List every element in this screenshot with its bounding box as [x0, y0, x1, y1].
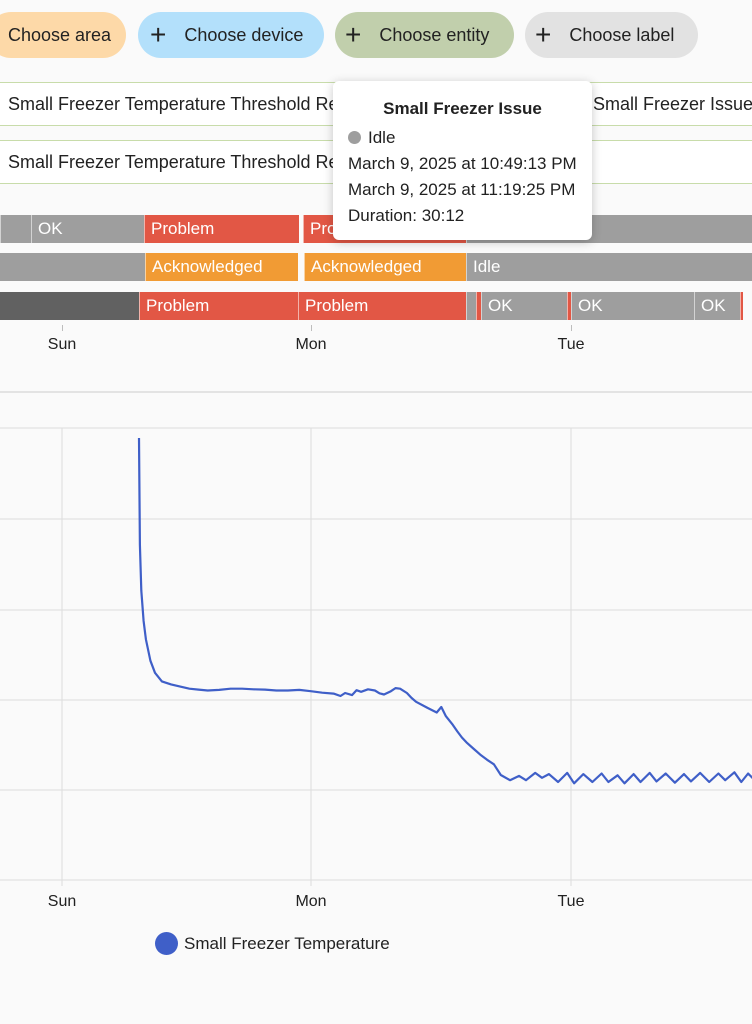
- entity-name[interactable]: Small Freezer Issue: [593, 94, 752, 114]
- plus-icon: +: [345, 19, 362, 50]
- series-line: [137, 437, 752, 785]
- timeline-segment[interactable]: [740, 292, 743, 320]
- plus-icon: +: [150, 19, 167, 50]
- timeline-segment[interactable]: Acknowledged: [145, 253, 298, 281]
- timeline-segment[interactable]: Idle: [466, 253, 752, 281]
- timeline-axis-label: Mon: [295, 336, 327, 353]
- tooltip-state-row: Idle: [348, 125, 577, 151]
- timeline-segment[interactable]: OK: [571, 292, 694, 320]
- timeline-segment[interactable]: [567, 292, 571, 320]
- choose-entity-chip[interactable]: + Choose entity: [335, 12, 514, 58]
- entity-name[interactable]: Small Freezer Temperature Threshold Reac…: [8, 152, 388, 172]
- timeline-axis-label: Sun: [47, 336, 77, 353]
- choose-device-chip[interactable]: + Choose device: [138, 12, 324, 58]
- timeline-tick: [62, 325, 63, 331]
- legend-label: Small Freezer Temperature: [184, 933, 390, 953]
- state-dot-icon: [348, 131, 361, 144]
- choose-area-chip[interactable]: Choose area: [0, 12, 126, 58]
- temperature-line-chart[interactable]: Sun Mon Tue: [0, 420, 752, 920]
- tooltip-title: Small Freezer Issue: [383, 99, 542, 118]
- timeline-segment[interactable]: [476, 292, 481, 320]
- chart-legend[interactable]: Small Freezer Temperature: [155, 932, 390, 955]
- timeline-axis-label: Tue: [557, 336, 585, 353]
- plus-icon: +: [535, 19, 552, 50]
- timeline-row: Problem Problem OK OK OK: [0, 292, 752, 320]
- choose-label-chip[interactable]: + Choose label: [525, 12, 698, 58]
- choose-entity-label: Choose entity: [379, 24, 490, 45]
- timeline-segment[interactable]: [466, 292, 476, 320]
- tooltip-state: Idle: [368, 128, 396, 147]
- choose-device-label: Choose device: [184, 24, 304, 45]
- choose-label-label: Choose label: [569, 24, 675, 45]
- section-divider: [0, 391, 752, 393]
- timeline-segment[interactable]: OK: [31, 215, 144, 243]
- timeline-tick: [571, 325, 572, 331]
- choose-area-label: Choose area: [8, 24, 112, 45]
- entity-name[interactable]: Small Freezer Temperature Threshold Reac…: [8, 94, 388, 114]
- timeline-segment[interactable]: [0, 292, 139, 320]
- tooltip-end: March 9, 2025 at 11:19:25 PM: [348, 180, 576, 199]
- timeline-segment[interactable]: [0, 215, 31, 243]
- timeline-row: Acknowledged Acknowledged Idle: [0, 253, 752, 281]
- legend-swatch-icon: [155, 932, 178, 955]
- timeline-segment[interactable]: Problem: [144, 215, 299, 243]
- timeline-segment[interactable]: OK: [481, 292, 567, 320]
- tooltip-duration: Duration: 30:12: [348, 206, 465, 225]
- x-tick-label: Sun: [48, 893, 76, 910]
- tooltip-start: March 9, 2025 at 10:49:13 PM: [348, 154, 577, 173]
- timeline-segment[interactable]: Problem: [298, 292, 466, 320]
- timeline-segment[interactable]: OK: [694, 292, 740, 320]
- x-tick-label: Mon: [295, 893, 326, 910]
- x-tick-label: Tue: [558, 893, 585, 910]
- timeline-tick: [311, 325, 312, 331]
- timeline-segment[interactable]: Acknowledged: [304, 253, 466, 281]
- timeline-tooltip: Small Freezer Issue Idle March 9, 2025 a…: [333, 81, 592, 240]
- timeline-segment[interactable]: Problem: [139, 292, 298, 320]
- timeline-segment: [0, 253, 145, 281]
